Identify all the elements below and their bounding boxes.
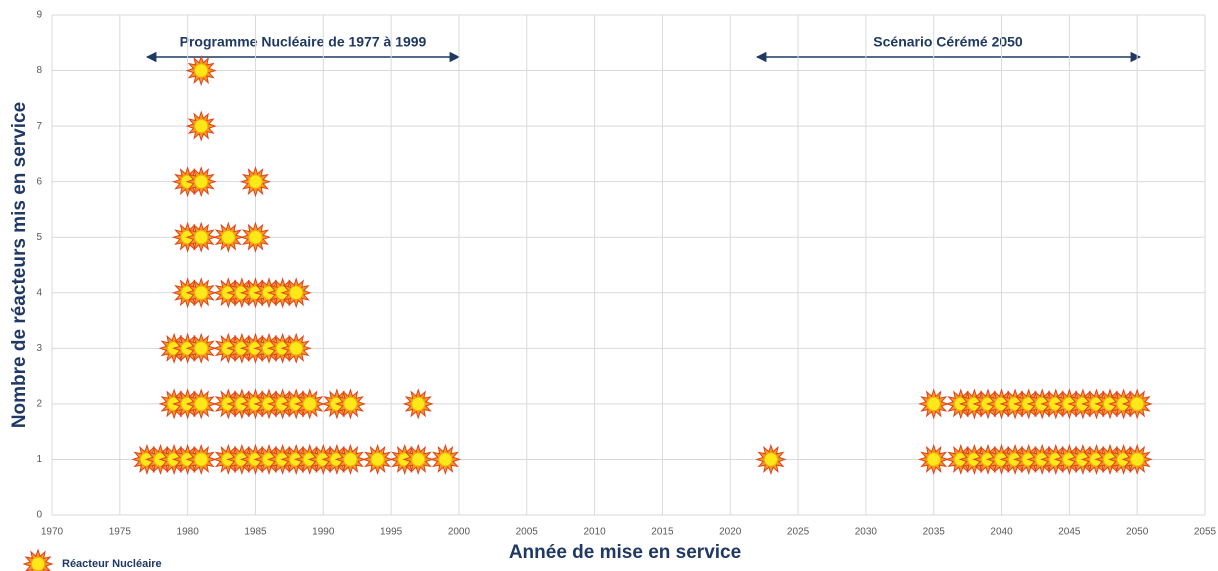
star-core <box>343 452 358 467</box>
x-tick-label: 2030 <box>855 527 878 538</box>
reactor-icon <box>402 388 434 420</box>
star-core <box>31 557 45 571</box>
reactor-icon <box>185 388 217 420</box>
star-core <box>1130 396 1145 411</box>
star-core <box>248 174 263 189</box>
reactor-icon <box>239 221 272 253</box>
y-axis-label: Nombre de réacteurs mis en service <box>9 102 30 428</box>
star-core <box>926 452 941 467</box>
star-core <box>926 396 941 411</box>
star-core <box>764 452 778 467</box>
star-core <box>302 396 317 411</box>
x-tick-label: 2025 <box>787 527 810 538</box>
star-core <box>1130 452 1145 467</box>
x-tick-label: 1975 <box>109 527 132 538</box>
reactor-icon <box>755 443 787 475</box>
annotation: Scénario Cérémé 2050 <box>873 34 1023 50</box>
x-tick-label: 2000 <box>448 527 471 538</box>
y-tick-label: 0 <box>36 510 42 521</box>
reactor-icon <box>1121 388 1153 420</box>
annotation: Programme Nucléaire de 1977 à 1999 <box>180 34 427 50</box>
reactor-icon <box>918 443 950 475</box>
star-core <box>248 230 263 245</box>
x-tick-label: 2050 <box>1126 527 1149 538</box>
x-tick-label: 1980 <box>177 527 200 538</box>
y-tick-label: 2 <box>36 399 42 410</box>
reactor-icon <box>280 332 312 364</box>
reactor-icon <box>429 443 462 475</box>
star-core <box>194 285 209 300</box>
x-tick-label: 1985 <box>244 527 267 538</box>
reactor-icon <box>334 443 366 475</box>
star-core <box>194 119 209 134</box>
reactor-icon <box>239 166 272 198</box>
reactor-icon <box>185 166 217 198</box>
x-axis-label: Année de mise en service <box>509 542 741 563</box>
y-tick-label: 5 <box>36 232 42 243</box>
star-core <box>194 341 209 356</box>
legend-icon <box>22 548 54 571</box>
star-core <box>194 174 209 189</box>
star-core <box>194 63 209 78</box>
legend-label: Réacteur Nucléaire <box>62 558 162 570</box>
x-tick-label: 2005 <box>516 527 539 538</box>
reactor-icon <box>212 221 244 253</box>
reactor-icon <box>185 110 217 142</box>
y-tick-label: 6 <box>36 176 42 187</box>
star-core <box>411 396 426 411</box>
star-core <box>289 285 304 300</box>
x-tick-label: 1970 <box>41 527 64 538</box>
reactor-icon <box>1121 443 1153 475</box>
star-core <box>289 341 304 356</box>
reactor-icon <box>280 277 312 309</box>
reactor-icon <box>185 55 217 87</box>
y-tick-label: 9 <box>36 10 42 21</box>
x-tick-label: 2055 <box>1194 527 1217 538</box>
x-tick-label: 1990 <box>312 527 335 538</box>
y-tick-label: 7 <box>36 121 42 132</box>
reactor-icon <box>334 388 366 420</box>
star-core <box>411 452 426 467</box>
x-tick-label: 2010 <box>583 527 606 538</box>
reactor-icon <box>362 443 394 475</box>
x-tick-label: 2035 <box>923 527 946 538</box>
y-tick-label: 4 <box>36 287 42 298</box>
x-tick-label: 1995 <box>380 527 403 538</box>
y-tick-label: 8 <box>36 65 42 76</box>
star-core <box>194 452 209 467</box>
star-core <box>194 230 209 245</box>
x-tick-label: 2020 <box>719 527 742 538</box>
reactor-icon <box>185 277 217 309</box>
x-tick-label: 2015 <box>651 527 674 538</box>
star-core <box>221 230 236 245</box>
y-tick-label: 1 <box>36 454 42 465</box>
star-core <box>370 452 385 467</box>
star-core <box>343 396 358 411</box>
x-tick-label: 2045 <box>1058 527 1081 538</box>
x-tick-label: 2040 <box>990 527 1013 538</box>
reactor-icon <box>402 443 434 475</box>
y-tick-label: 3 <box>36 343 42 354</box>
reactor-icon <box>185 221 217 253</box>
star-core <box>438 452 453 467</box>
star-core <box>194 396 209 411</box>
reactor-icon <box>294 388 326 420</box>
reactor-icon <box>185 443 217 475</box>
reactor-icon <box>185 332 217 364</box>
reactor-icon <box>918 388 950 420</box>
